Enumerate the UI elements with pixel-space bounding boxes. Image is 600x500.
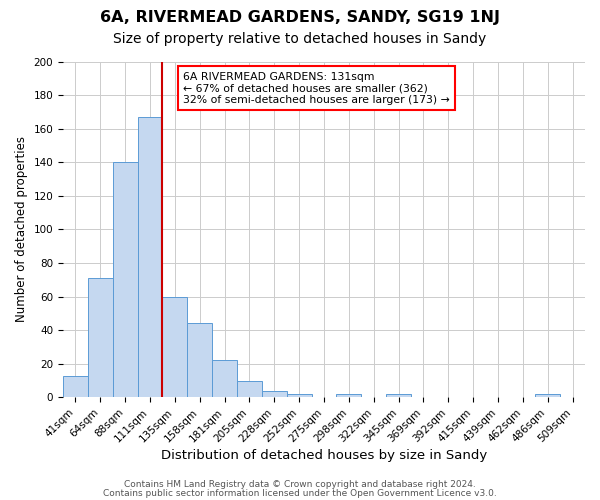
Bar [535,394,560,398]
Text: 6A, RIVERMEAD GARDENS, SANDY, SG19 1NJ: 6A, RIVERMEAD GARDENS, SANDY, SG19 1NJ [100,10,500,25]
X-axis label: Distribution of detached houses by size in Sandy: Distribution of detached houses by size … [161,450,487,462]
Bar [88,278,113,398]
Bar [63,376,88,398]
Bar [287,394,311,398]
Bar [163,296,187,398]
Bar [212,360,237,398]
Text: Size of property relative to detached houses in Sandy: Size of property relative to detached ho… [113,32,487,46]
Text: 6A RIVERMEAD GARDENS: 131sqm
← 67% of detached houses are smaller (362)
32% of s: 6A RIVERMEAD GARDENS: 131sqm ← 67% of de… [183,72,450,105]
Bar [113,162,137,398]
Text: Contains HM Land Registry data © Crown copyright and database right 2024.: Contains HM Land Registry data © Crown c… [124,480,476,489]
Bar [187,324,212,398]
Y-axis label: Number of detached properties: Number of detached properties [15,136,28,322]
Text: Contains public sector information licensed under the Open Government Licence v3: Contains public sector information licen… [103,488,497,498]
Bar [386,394,411,398]
Bar [337,394,361,398]
Bar [237,380,262,398]
Bar [137,117,163,398]
Bar [262,390,287,398]
